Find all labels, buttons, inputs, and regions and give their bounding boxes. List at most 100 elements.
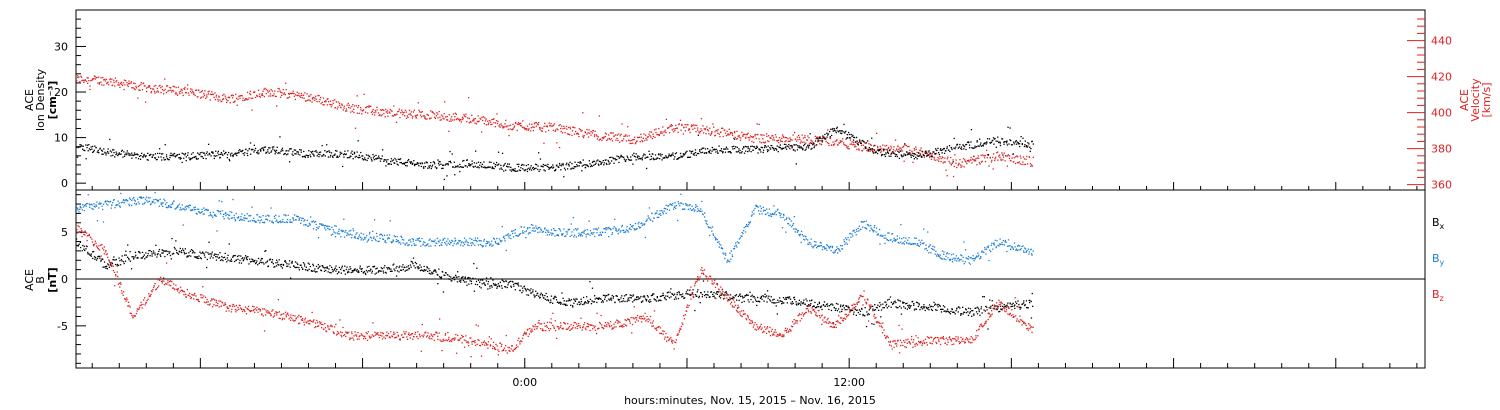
velocity-point [474, 122, 476, 124]
density-point [538, 170, 540, 172]
density-point [986, 141, 988, 143]
bx-point [138, 251, 141, 253]
velocity-point [737, 135, 739, 138]
velocity-point [319, 98, 321, 101]
bx-point [169, 251, 171, 253]
density-point [138, 155, 141, 157]
bx-point [649, 299, 651, 301]
density-point [710, 152, 712, 154]
by-point [223, 213, 225, 215]
density-point [247, 154, 249, 157]
bx-point [302, 262, 305, 264]
density-point [1015, 143, 1018, 145]
velocity-point [738, 134, 740, 136]
density-point [397, 158, 399, 160]
density-point [237, 152, 239, 154]
density-point [752, 149, 754, 151]
density-point [630, 159, 633, 161]
velocity-point [569, 128, 572, 130]
velocity-point [849, 143, 851, 145]
bx-point [272, 263, 274, 265]
density-point [213, 157, 215, 160]
bx-point [783, 302, 785, 304]
bx-point [490, 277, 492, 279]
density-point [896, 155, 898, 158]
bx-point [830, 309, 833, 312]
density-point [728, 151, 730, 153]
bx-point [591, 287, 594, 289]
velocity-point [110, 81, 112, 83]
by-point [343, 236, 346, 238]
velocity-point [563, 125, 565, 127]
velocity-point [526, 129, 528, 131]
bx-point [573, 302, 575, 304]
bx-point [862, 314, 864, 317]
velocity-point [946, 175, 948, 177]
velocity-point [314, 99, 316, 102]
velocity-point [236, 97, 238, 99]
by-point [221, 200, 223, 203]
velocity-point [938, 158, 940, 160]
by-point [211, 215, 213, 217]
velocity-point [970, 159, 972, 161]
density-point [478, 167, 480, 169]
velocity-point [250, 97, 252, 99]
velocity-point [501, 125, 503, 127]
density-point [98, 152, 100, 154]
velocity-point [288, 96, 291, 98]
bx-point [671, 293, 674, 295]
density-point [620, 155, 622, 157]
density-point [801, 147, 803, 149]
velocity-point [262, 90, 264, 92]
bx-point [906, 302, 908, 304]
bx-point [113, 256, 115, 258]
density-point [785, 146, 787, 148]
velocity-point [597, 136, 599, 138]
bx-point [647, 296, 649, 298]
bx-point [736, 299, 738, 301]
density-point [657, 157, 659, 159]
velocity-point [548, 129, 550, 132]
bx-point [212, 257, 214, 259]
bx-point [902, 302, 904, 304]
velocity-point [370, 105, 372, 107]
density-point [206, 151, 208, 153]
velocity-point [475, 123, 478, 125]
velocity-point [612, 132, 614, 134]
by-point [257, 219, 259, 221]
by-point [307, 225, 309, 227]
velocity-point [215, 96, 217, 98]
bx-point [560, 302, 562, 304]
density-point [795, 144, 797, 146]
bx-point [374, 273, 376, 275]
velocity-point [811, 142, 813, 144]
bx-point [294, 261, 297, 263]
velocity-point [203, 93, 205, 95]
velocity-point [853, 143, 855, 145]
bx-point [985, 305, 987, 308]
bx-point [606, 300, 608, 302]
velocity-point [978, 162, 980, 164]
bx-point [485, 280, 488, 282]
bx-point [234, 260, 236, 263]
velocity-point [211, 93, 213, 96]
by-point [159, 198, 161, 200]
density-point [776, 145, 778, 147]
density-point [570, 167, 572, 170]
bx-point [676, 292, 678, 294]
bx-point [483, 282, 485, 284]
velocity-point [463, 114, 465, 116]
velocity-point [639, 141, 641, 143]
bx-point [911, 300, 914, 303]
velocity-point [934, 159, 936, 161]
velocity-point [349, 107, 351, 109]
velocity-point [844, 144, 846, 146]
density-point [591, 165, 593, 167]
velocity-point [794, 138, 797, 140]
velocity-point [640, 136, 642, 138]
velocity-point [861, 150, 864, 152]
velocity-point [690, 124, 693, 126]
bx-point [803, 299, 805, 301]
velocity-point [598, 115, 600, 117]
velocity-point [775, 136, 777, 138]
